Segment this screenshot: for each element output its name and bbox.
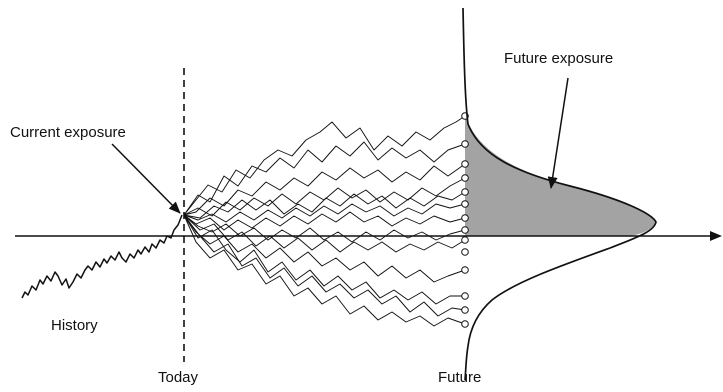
endpoint-marker xyxy=(461,306,469,314)
endpoint-marker xyxy=(461,188,469,196)
current-exposure-label: Current exposure xyxy=(10,124,126,141)
simulated-path xyxy=(183,191,466,219)
endpoint-marker xyxy=(461,266,469,274)
history-label: History xyxy=(51,317,98,334)
simulated-path xyxy=(183,203,466,223)
history-path xyxy=(21,214,183,299)
simulated-paths xyxy=(183,115,466,327)
endpoint-markers xyxy=(461,112,469,328)
exposure-distribution-curve xyxy=(462,7,657,381)
endpoint-marker xyxy=(461,140,469,148)
simulated-path xyxy=(183,115,466,216)
endpoint-marker xyxy=(461,160,469,168)
simulated-path xyxy=(183,214,466,243)
current-exposure-arrow xyxy=(111,143,181,214)
simulated-path xyxy=(183,214,466,317)
today-label: Today xyxy=(158,369,199,386)
endpoint-marker xyxy=(461,226,469,234)
simulated-path xyxy=(183,214,465,305)
simulated-path xyxy=(183,163,466,216)
future-label: Future xyxy=(438,369,481,386)
future-exposure-arrow xyxy=(547,77,569,189)
simulated-path xyxy=(183,214,466,253)
simulated-path xyxy=(183,141,466,216)
endpoint-marker xyxy=(461,248,469,256)
endpoint-marker xyxy=(461,292,469,300)
endpoint-marker xyxy=(461,200,469,208)
future-exposure-label: Future exposure xyxy=(504,50,613,67)
endpoint-marker xyxy=(461,320,469,328)
endpoint-marker xyxy=(461,236,469,244)
future-exposure-shaded-area xyxy=(465,114,656,236)
endpoint-marker xyxy=(461,174,469,182)
simulated-path xyxy=(183,211,466,231)
simulated-path xyxy=(183,214,466,327)
simulated-path xyxy=(183,214,466,283)
simulated-path xyxy=(183,177,466,217)
time-axis-arrowhead xyxy=(710,231,722,241)
endpoint-marker xyxy=(461,214,469,222)
